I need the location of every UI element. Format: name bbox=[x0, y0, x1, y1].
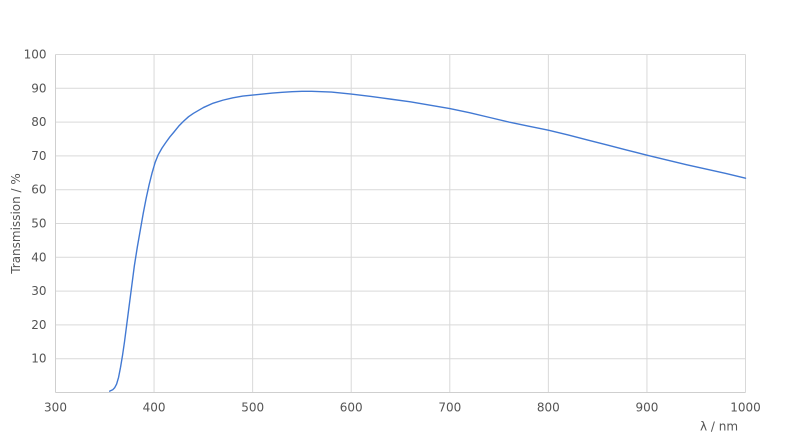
y-axis-title: Transmission / % bbox=[9, 173, 23, 275]
y-tick-label: 70 bbox=[31, 149, 46, 163]
x-axis-tick-labels: 300 400 500 600 700 800 900 1000 bbox=[44, 401, 761, 415]
x-tick-label: 700 bbox=[438, 401, 461, 415]
x-tick-label: 900 bbox=[635, 401, 658, 415]
x-tick-label: 400 bbox=[143, 401, 166, 415]
y-tick-label: 40 bbox=[31, 250, 46, 264]
x-tick-label: 500 bbox=[241, 401, 264, 415]
y-tick-label: 80 bbox=[31, 115, 46, 129]
x-axis-title: λ / nm bbox=[700, 420, 738, 434]
x-tick-label: 1000 bbox=[730, 401, 761, 415]
y-tick-label: 30 bbox=[31, 284, 46, 298]
data-series-layer bbox=[109, 90, 747, 392]
y-tick-label: 50 bbox=[31, 217, 46, 231]
y-axis-tick-labels: 10 20 30 40 50 60 70 80 90 100 bbox=[24, 48, 47, 366]
y-tick-label: 100 bbox=[24, 48, 47, 62]
x-tick-label: 300 bbox=[44, 401, 67, 415]
y-tick-label: 90 bbox=[31, 81, 46, 95]
y-tick-label: 20 bbox=[31, 318, 46, 332]
series-line-0 bbox=[109, 90, 747, 392]
x-tick-label: 600 bbox=[340, 401, 363, 415]
x-tick-label: 800 bbox=[537, 401, 560, 415]
y-tick-label: 10 bbox=[31, 352, 46, 366]
axis-lines bbox=[55, 54, 746, 393]
y-tick-label: 60 bbox=[31, 183, 46, 197]
